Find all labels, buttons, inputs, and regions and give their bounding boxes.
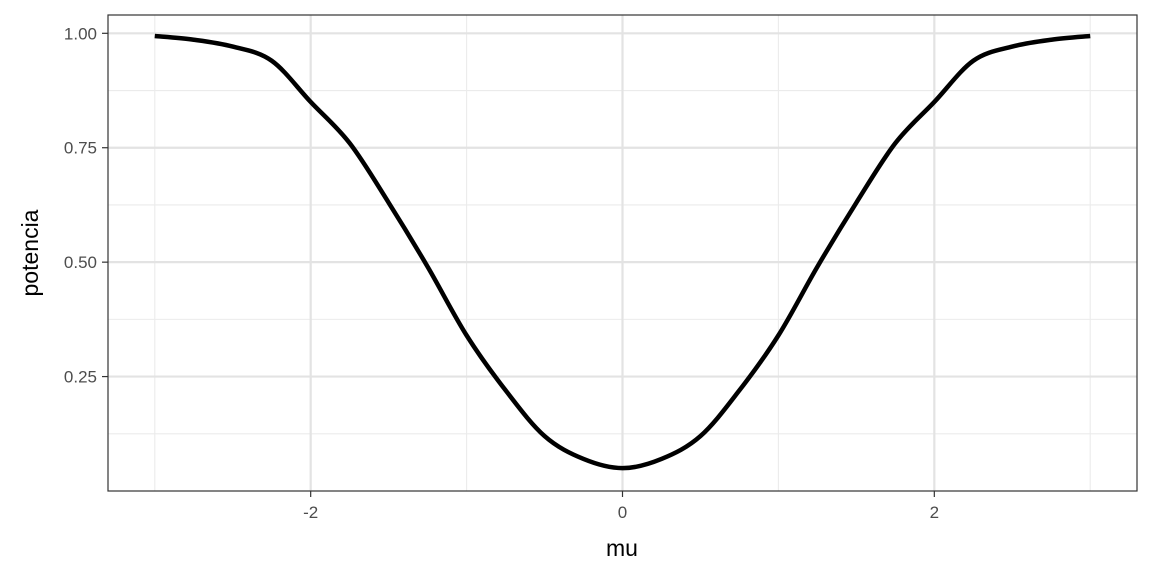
y-tick-label: 0.25	[64, 368, 97, 387]
major-grid	[108, 15, 1137, 491]
y-tick-label: 0.50	[64, 253, 97, 272]
y-tick-label: 0.75	[64, 139, 97, 158]
y-axis-title: potencia	[17, 209, 43, 296]
x-axis: -2 0 2	[303, 491, 939, 522]
y-axis: 0.25 0.50 0.75 1.00	[64, 24, 108, 387]
x-tick-label: 2	[930, 503, 939, 522]
x-tick-label: -2	[303, 503, 318, 522]
potencia-curve	[154, 33, 1091, 471]
y-tick-label: 1.00	[64, 24, 97, 43]
x-axis-title: mu	[606, 535, 638, 561]
x-tick-label: 0	[618, 503, 627, 522]
